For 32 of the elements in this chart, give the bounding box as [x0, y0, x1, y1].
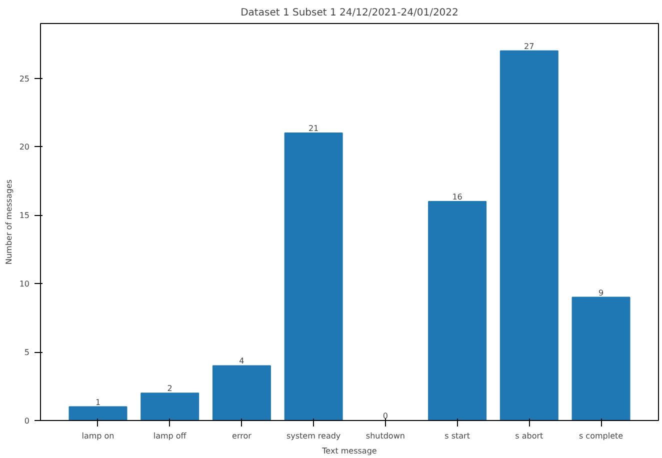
data-label: 27	[524, 42, 534, 51]
data-label: 2	[167, 384, 172, 394]
chart-title: Dataset 1 Subset 1 24/12/2021-24/01/2022	[240, 8, 458, 18]
x-tick-label: s complete	[578, 432, 624, 440]
data-label: 9	[598, 288, 604, 298]
x-tick-label: s start	[444, 432, 470, 440]
y-tick-label: 20	[19, 142, 30, 152]
x-axis-title: Text message	[321, 446, 377, 456]
x-tick-label: lamp on	[82, 432, 114, 440]
data-label: 1	[95, 398, 101, 407]
y-tick-label: 0	[24, 416, 30, 426]
bar	[572, 296, 630, 420]
bar	[428, 200, 487, 420]
bar	[284, 132, 343, 420]
x-tick-label: error	[232, 432, 252, 440]
x-tick-label: shutdown	[366, 432, 405, 440]
data-label: 4	[239, 356, 244, 366]
x-tick-label: system ready	[286, 432, 341, 440]
y-tick-label: 5	[24, 348, 30, 358]
bar	[68, 406, 128, 420]
y-axis-title: Number of messages	[4, 179, 14, 265]
bar	[140, 392, 200, 420]
bar	[500, 50, 558, 420]
data-label: 21	[308, 124, 319, 134]
y-tick-label: 25	[19, 74, 30, 84]
bar	[212, 365, 271, 420]
x-tick-label: lamp off	[153, 432, 187, 440]
x-tick-label: s abort	[515, 432, 544, 440]
data-label: 16	[452, 192, 462, 202]
data-label: 0	[382, 412, 388, 420]
y-tick-label: 15	[19, 211, 30, 220]
y-tick-label: 10	[19, 280, 30, 289]
